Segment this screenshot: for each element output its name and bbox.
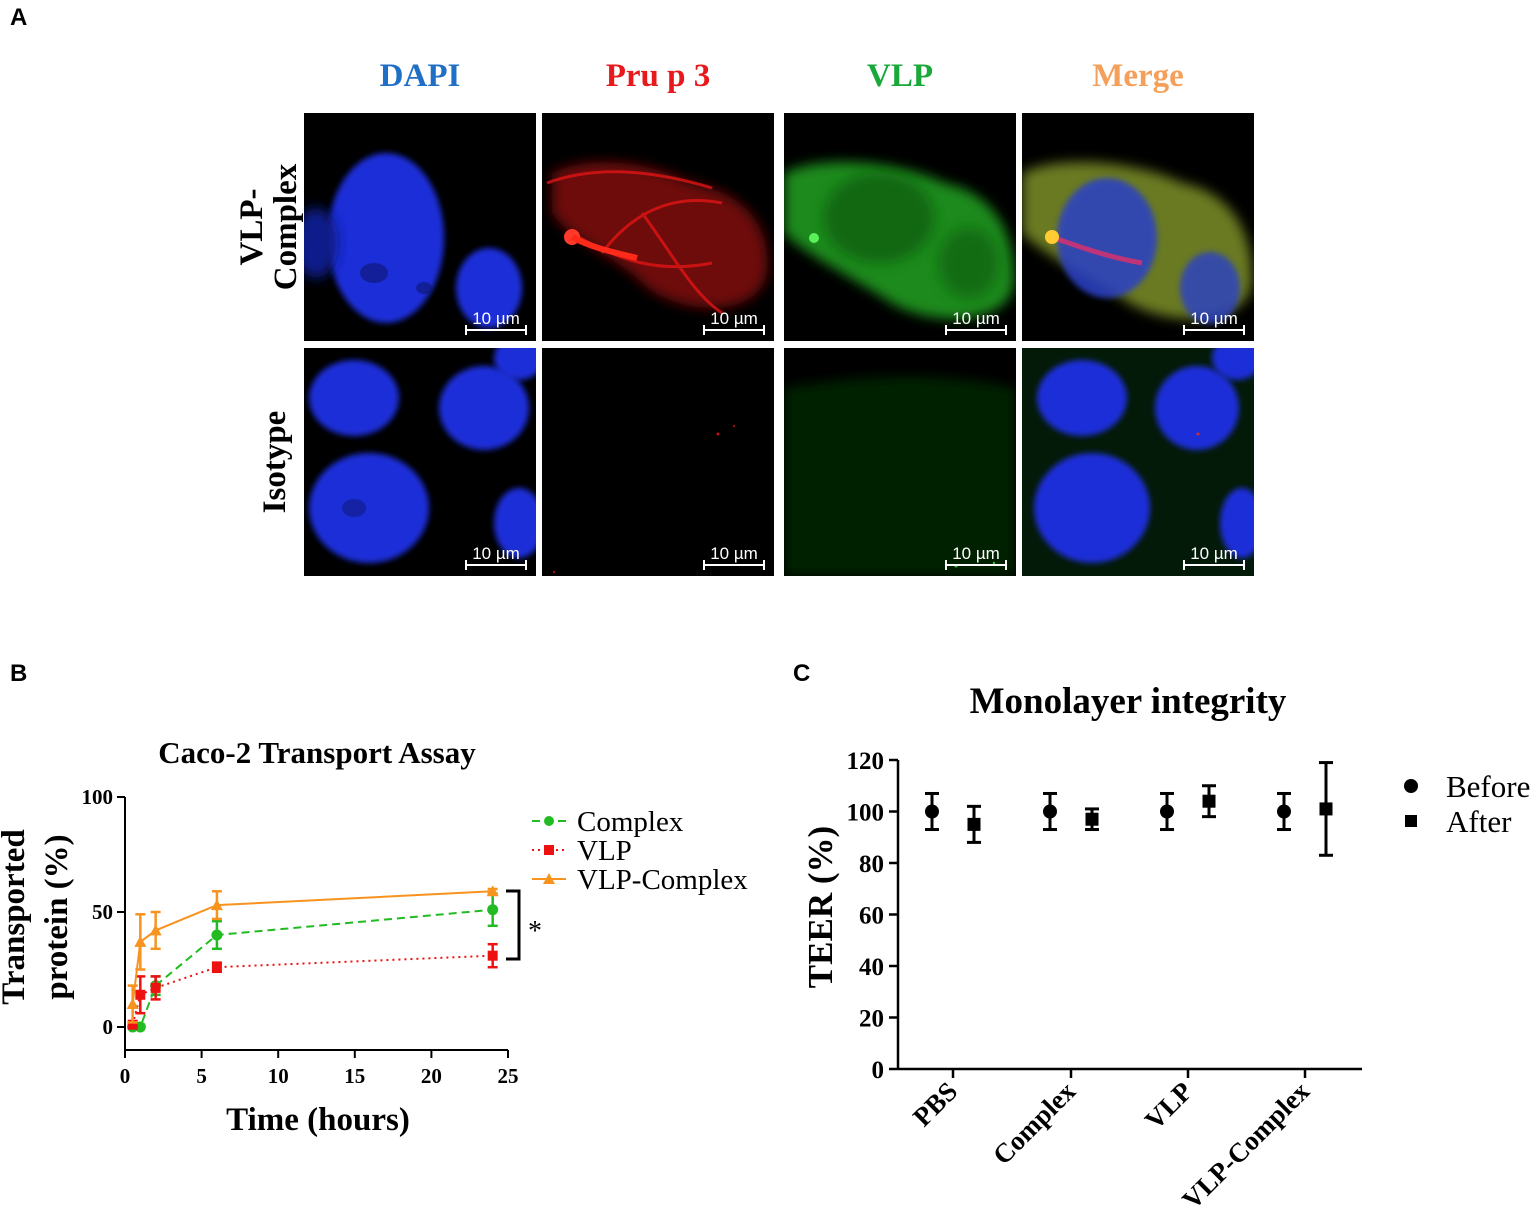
significance-bracket	[506, 889, 521, 961]
data-point-after	[1319, 802, 1333, 816]
chart-b-y-tick-label: 0	[103, 1015, 114, 1039]
scale-bar-label: 10 µm	[952, 544, 1000, 563]
data-point-vlp	[127, 1019, 138, 1030]
micrograph-dapi-vlp-complex: 10 µm	[304, 113, 536, 341]
chart-c-y-tick-label: 20	[859, 1006, 884, 1033]
scale-bar: 10 µm	[945, 309, 1007, 335]
panel-letter-c: C	[793, 660, 811, 687]
chart-b-x-tick-label: 10	[268, 1064, 289, 1088]
panel-letter-b: B	[10, 660, 28, 687]
significance-star: *	[528, 916, 542, 947]
scale-bar-label: 10 µm	[710, 544, 758, 563]
micrograph-pru-p-3-vlp-complex: 10 µm	[542, 113, 774, 341]
data-point-after	[1202, 794, 1216, 808]
scale-bar: 10 µm	[465, 309, 527, 335]
chart-b-y-label-line2: protein (%)	[39, 834, 75, 999]
data-point-vlp	[135, 989, 146, 1000]
series-line-vlp-complex	[131, 890, 493, 1005]
micrograph-pru-p-3-isotype: 10 µm	[542, 348, 774, 576]
column-header-vlp: VLP	[867, 58, 933, 94]
chart-c-x-tick-label: VLP-Complex	[1176, 1076, 1315, 1215]
scale-bar-label: 10 µm	[1190, 544, 1238, 563]
legend-marker-after	[1405, 815, 1417, 827]
column-header-pru-p-3: Pru p 3	[605, 58, 711, 94]
chart-b-y-label-line1: Transported	[0, 829, 32, 1004]
data-point-vlp	[150, 982, 161, 993]
legend-label-vlp-complex: VLP-Complex	[577, 864, 748, 896]
chart-c-y-label: TEER (%)	[801, 826, 840, 988]
chart-b-y-tick-label: 50	[92, 900, 113, 924]
chart-b-title: Caco-2 Transport Assay	[158, 735, 476, 770]
chart-c-x-tick-label: VLP	[1139, 1076, 1198, 1135]
chart-c-y-tick-label: 40	[859, 954, 884, 981]
data-point-vlp-complex	[486, 885, 499, 897]
scale-bar: 10 µm	[703, 309, 765, 335]
chart-c-x-tick-label: PBS	[907, 1076, 963, 1132]
chart-b-x-tick-label: 15	[344, 1064, 365, 1088]
micrograph-merge-isotype: 10 µm	[1022, 348, 1254, 576]
scale-bar: 10 µm	[1183, 544, 1245, 570]
chart-c-y-tick-label: 80	[859, 851, 884, 878]
chart-c-y-tick-label: 60	[859, 903, 884, 930]
data-point-vlp	[211, 962, 222, 973]
chart-c-title: Monolayer integrity	[970, 681, 1287, 722]
data-point-vlp-complex	[134, 935, 147, 947]
chart-b-x-tick-label: 5	[196, 1064, 207, 1088]
legend-label-before: Before	[1446, 769, 1530, 804]
data-point-before	[1043, 804, 1057, 819]
chart-b-x-label: Time (hours)	[226, 1102, 410, 1138]
column-header-merge: Merge	[1092, 58, 1184, 94]
legend-marker-vlp-complex	[543, 873, 555, 884]
chart-c-y-tick-label: 120	[847, 748, 885, 775]
data-point-after	[967, 817, 981, 831]
data-point-before	[925, 804, 939, 819]
data-point-complex	[487, 904, 499, 916]
chart-c-y-tick-label: 0	[872, 1057, 885, 1084]
legend-label-complex: Complex	[577, 806, 684, 838]
scale-bar-label: 10 µm	[472, 544, 520, 563]
scale-bar-label: 10 µm	[472, 309, 520, 328]
transport-assay-chart: Caco-2 Transport Assay 0 50 100 0 5 10 15 20 25 Ti…	[0, 735, 748, 1138]
micrograph-merge-vlp-complex: 10 µm	[1022, 113, 1254, 341]
micrograph-vlp-isotype: 10 µm	[784, 348, 1016, 576]
column-header-dapi: DAPI	[379, 58, 461, 94]
panel-letter-a: A	[10, 4, 28, 31]
scale-bar-label: 10 µm	[710, 309, 758, 328]
data-point-after	[1085, 812, 1099, 826]
legend-marker-complex	[544, 816, 554, 826]
chart-b-x-tick-label: 20	[421, 1064, 442, 1088]
data-point-before	[1160, 804, 1174, 819]
data-point-vlp	[487, 950, 498, 961]
chart-b-x-tick-label: 25	[498, 1064, 519, 1088]
scale-bar: 10 µm	[465, 544, 527, 570]
data-point-vlp-complex	[149, 924, 162, 936]
legend-label-vlp: VLP	[577, 835, 632, 867]
scale-bar: 10 µm	[703, 544, 765, 570]
scale-bar: 10 µm	[1183, 309, 1245, 335]
scale-bar: 10 µm	[945, 544, 1007, 570]
scale-bar-label: 10 µm	[1190, 309, 1238, 328]
chart-c-x-tick-label: Complex	[987, 1076, 1082, 1171]
legend-marker-vlp	[544, 845, 554, 855]
micrograph-dapi-isotype: 10 µm	[304, 348, 536, 576]
legend-label-after: After	[1446, 804, 1512, 839]
data-point-vlp-complex	[210, 899, 223, 911]
legend-marker-before	[1404, 779, 1418, 793]
data-point-complex	[211, 929, 223, 941]
chart-b-y-tick-label: 100	[82, 785, 114, 809]
series-line-vlp	[131, 954, 493, 1025]
chart-c-y-tick-label: 100	[847, 800, 885, 827]
data-point-vlp-complex	[126, 998, 139, 1009]
scale-bar-label: 10 µm	[952, 309, 1000, 328]
data-point-before	[1277, 804, 1291, 819]
chart-b-x-tick-label: 0	[120, 1064, 131, 1088]
micrograph-vlp-vlp-complex: 10 µm	[784, 113, 1016, 341]
series-line-complex	[132, 908, 493, 1028]
